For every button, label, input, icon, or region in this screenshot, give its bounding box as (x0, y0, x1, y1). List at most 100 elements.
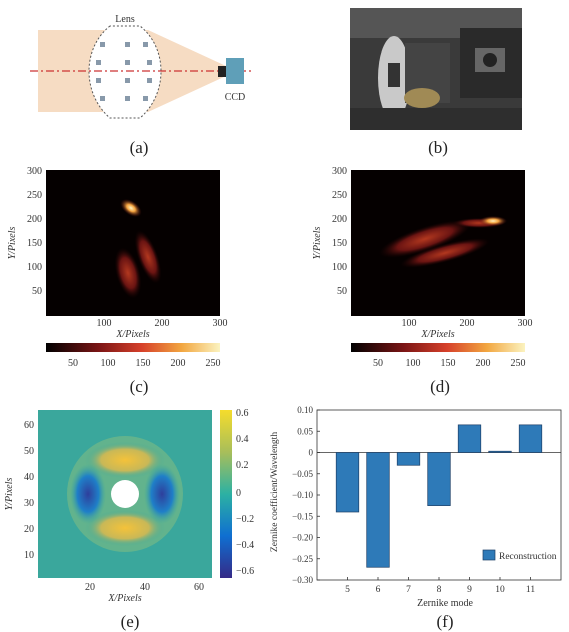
svg-text:60: 60 (194, 582, 204, 593)
svg-text:300: 300 (518, 318, 533, 329)
panel-a-schematic: Lens CCD (30, 14, 252, 119)
svg-text:100: 100 (406, 358, 421, 369)
x-tick-label: 9 (467, 585, 472, 595)
svg-text:150: 150 (332, 238, 347, 249)
y-ticks-c: 300 250 200 150 100 50 (27, 166, 42, 297)
svg-text:60: 60 (24, 420, 34, 431)
xlabel-d: X/Pixels (420, 329, 454, 340)
x-ticks-c: 100 200 300 (97, 318, 228, 329)
svg-text:−0.2: −0.2 (236, 514, 254, 525)
svg-text:0: 0 (236, 488, 241, 499)
y-tick-label: −0.15 (292, 511, 313, 521)
svg-text:150: 150 (136, 358, 151, 369)
svg-text:0.6: 0.6 (236, 408, 249, 419)
colorbar-ticks-d: 50 100 150 200 250 (373, 358, 526, 369)
y-tick-label: −0.30 (292, 575, 313, 585)
caption-b: (b) (428, 138, 448, 157)
svg-text:200: 200 (332, 214, 347, 225)
caption-d: (d) (430, 377, 450, 396)
ylabel-d: Y/Pixels (312, 227, 323, 260)
panel-d-intensity: 300 250 200 150 100 50 Y/Pixels 100 200 … (312, 166, 533, 369)
central-obscuration (111, 480, 139, 508)
x-tick-label: 5 (345, 585, 350, 595)
svg-text:300: 300 (27, 166, 42, 177)
bar-mode-5 (335, 452, 360, 513)
legend-label: Reconstruction (499, 552, 557, 562)
x-tick-label: 6 (376, 585, 381, 595)
svg-text:−0.6: −0.6 (236, 566, 254, 577)
svg-text:200: 200 (460, 318, 475, 329)
svg-text:0.2: 0.2 (236, 460, 249, 471)
svg-text:250: 250 (27, 190, 42, 201)
caption-a: (a) (129, 138, 149, 157)
colorbar-e (220, 410, 232, 578)
svg-text:150: 150 (27, 238, 42, 249)
svg-text:250: 250 (206, 358, 221, 369)
svg-text:100: 100 (97, 318, 112, 329)
svg-text:300: 300 (332, 166, 347, 177)
svg-text:300: 300 (213, 318, 228, 329)
x-tick-label: 10 (495, 585, 505, 595)
svg-text:40: 40 (140, 582, 150, 593)
bar-mode-10 (488, 450, 512, 453)
y-tick-label: 0.05 (297, 426, 313, 436)
chart-xlabel: Zernike mode (417, 598, 473, 609)
bar-mode-9 (457, 424, 482, 453)
svg-text:200: 200 (155, 318, 170, 329)
bar-mode-6 (366, 452, 390, 568)
svg-text:100: 100 (402, 318, 417, 329)
svg-text:50: 50 (337, 286, 347, 297)
y-ticks-e: 60 50 40 30 20 10 (24, 420, 34, 561)
bar-mode-8 (427, 452, 451, 506)
panel-e-wavefront: 60 50 40 30 20 10 Y/Pixels 20 40 60 X/Pi… (4, 408, 254, 604)
ccd-label: CCD (225, 92, 246, 103)
svg-text:30: 30 (24, 498, 34, 509)
colorbar-c (46, 343, 220, 352)
lens-shape (88, 25, 162, 119)
svg-text:0.4: 0.4 (236, 434, 249, 445)
ylabel-c: Y/Pixels (7, 227, 18, 260)
svg-text:40: 40 (24, 472, 34, 483)
ccd-lens (218, 66, 226, 77)
colorbar-ticks-e: 0.6 0.4 0.2 0 −0.2 −0.4 −0.6 (236, 408, 254, 577)
svg-text:20: 20 (85, 582, 95, 593)
x-tick-label: 8 (437, 585, 442, 595)
x-tick-label: 7 (406, 585, 411, 595)
svg-text:20: 20 (24, 524, 34, 535)
svg-text:10: 10 (24, 550, 34, 561)
svg-text:−0.4: −0.4 (236, 540, 254, 551)
colorbar-ticks-c: 50 100 150 200 250 (68, 358, 221, 369)
xlabel-c: X/Pixels (115, 329, 149, 340)
panel-f-bar-chart: Zernike coefficient/Wavelength Zernike m… (269, 405, 562, 609)
ccd-body (226, 58, 244, 84)
svg-text:250: 250 (511, 358, 526, 369)
bar-mode-11 (518, 424, 543, 453)
svg-text:50: 50 (68, 358, 78, 369)
svg-text:200: 200 (476, 358, 491, 369)
svg-text:200: 200 (171, 358, 186, 369)
legend-swatch (482, 549, 496, 561)
chart-ylabel: Zernike coefficient/Wavelength (269, 432, 280, 552)
svg-text:50: 50 (24, 446, 34, 457)
panel-b-photo (350, 8, 522, 130)
bar-mode-7 (396, 452, 421, 466)
svg-text:150: 150 (441, 358, 456, 369)
caption-f: (f) (436, 612, 454, 631)
svg-text:100: 100 (27, 262, 42, 273)
svg-text:50: 50 (373, 358, 383, 369)
svg-text:250: 250 (332, 190, 347, 201)
ylabel-e: Y/Pixels (4, 478, 15, 511)
y-tick-label: −0.10 (292, 490, 313, 500)
xlabel-e: X/Pixels (107, 593, 141, 604)
lens-label: Lens (115, 14, 135, 25)
y-tick-label: −0.20 (292, 533, 313, 543)
caption-e: (e) (120, 612, 140, 631)
lens-pattern (96, 42, 152, 101)
x-tick-label: 11 (526, 585, 535, 595)
panel-c-intensity: 300 250 200 150 100 50 Y/Pixels 100 200 … (7, 166, 228, 369)
svg-text:50: 50 (32, 286, 42, 297)
caption-c: (c) (129, 377, 149, 396)
svg-text:100: 100 (101, 358, 116, 369)
y-tick-label: −0.25 (292, 554, 313, 564)
x-ticks-d: 100 200 300 (402, 318, 533, 329)
